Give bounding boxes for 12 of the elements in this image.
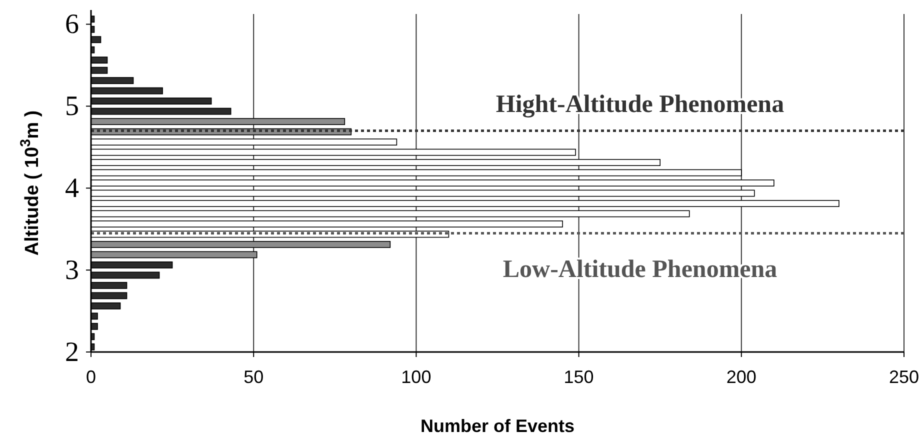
x-tick-label: 50 [244, 367, 264, 387]
x-tick-label: 200 [726, 367, 756, 387]
x-axis-title: Number of Events [420, 416, 575, 436]
x-tick-label: 0 [86, 367, 96, 387]
y-tick-label: 5 [65, 91, 79, 122]
y-tick-label: 2 [65, 337, 79, 368]
y-tick-label: 3 [65, 255, 79, 286]
x-tick-label: 150 [564, 367, 594, 387]
x-tick-label: 100 [401, 367, 432, 387]
x-tick-label: 250 [888, 367, 919, 387]
y-tick-label: 4 [65, 173, 79, 204]
y-tick-label: 6 [65, 9, 79, 40]
